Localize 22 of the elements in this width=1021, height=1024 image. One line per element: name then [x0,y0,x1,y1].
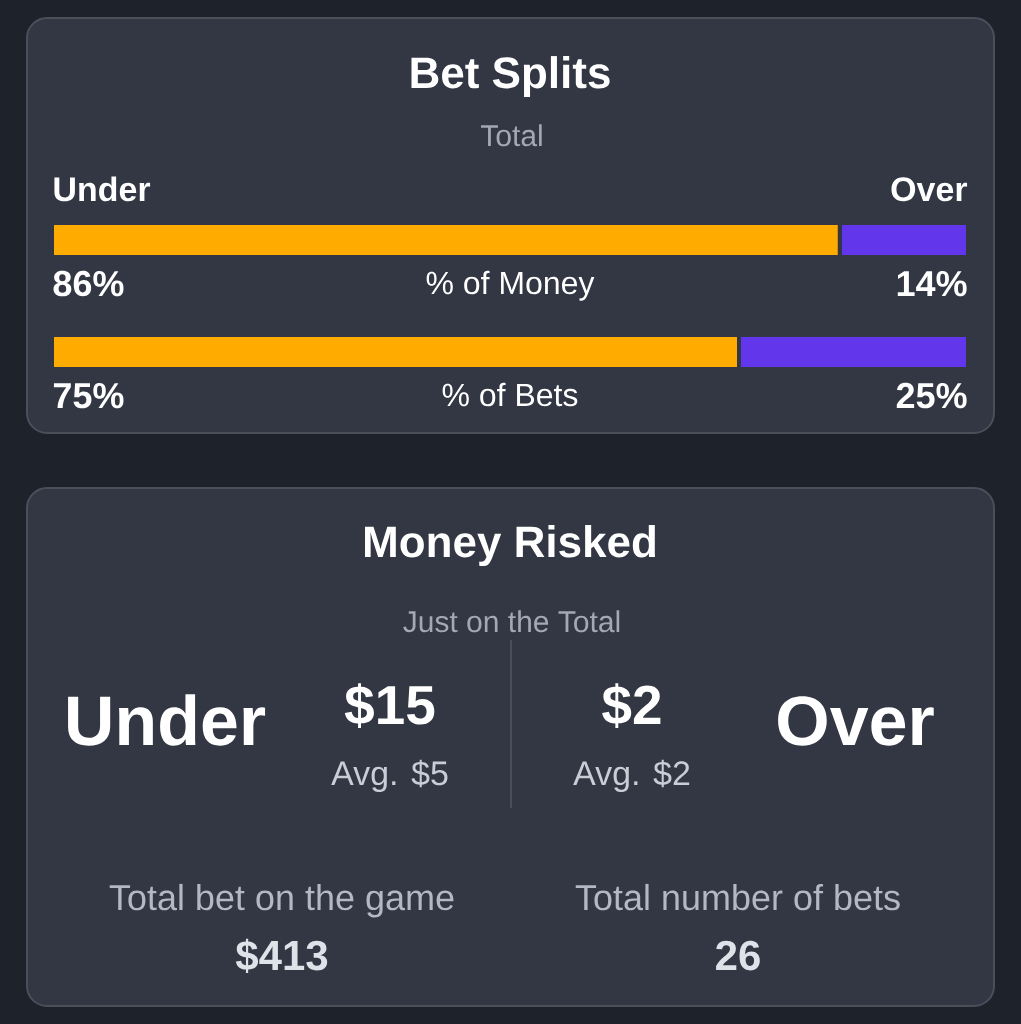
text: $413 [235,938,328,974]
text: Avg. $2 [573,759,690,793]
text: $15 [344,683,435,729]
text: Under [68,694,266,746]
text: Total bet on the game [109,883,454,918]
text: Total number of bets [575,883,900,911]
text: Avg. $5 [331,759,448,793]
chart-title: Bet Splits [411,56,610,98]
text: Over [778,696,934,746]
text: Money Risked [365,525,655,567]
chart-subtitle: Total [480,124,542,147]
text: Just on the Total [403,610,620,633]
y-tick-label: % of Money [426,270,595,301]
data-label: 25% [896,382,967,409]
series-label: Under [54,176,151,202]
data-label: 14% [897,270,967,297]
data-label: 75% [53,382,124,409]
text: 26 [716,940,760,971]
series-label: Over [891,177,968,202]
y-tick-label: % of Bets [442,382,578,407]
text: $2 [602,683,661,729]
data-label: 86% [53,270,124,297]
